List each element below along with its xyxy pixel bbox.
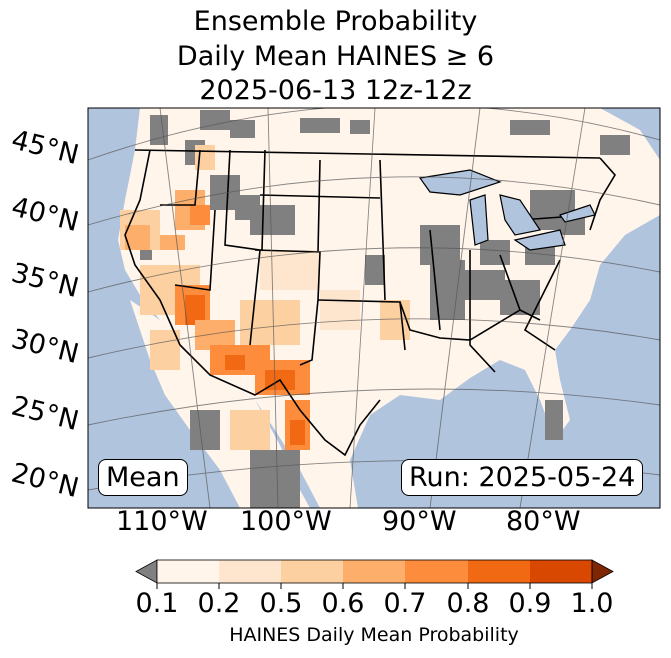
colorbar-bin-4 <box>343 560 405 583</box>
colorbar-tick-4: 0.6 <box>321 588 365 619</box>
longitude-label-90: 90°W <box>382 506 457 537</box>
colorbar-bin-1 <box>157 560 219 583</box>
run-date-label: Run: 2025-05-24 <box>401 459 644 496</box>
colorbar-bin-7 <box>530 560 592 583</box>
colorbar-under-arrow <box>135 559 158 584</box>
map-title-line-3: 2025-06-13 12z-12z <box>199 75 472 106</box>
map-title-line-1: Ensemble Probability <box>193 6 478 37</box>
colorbar-tick-7: 0.9 <box>508 588 552 619</box>
colorbar-over-arrow <box>591 559 614 584</box>
colorbar-bin-3 <box>281 560 343 583</box>
colorbar-tick-5: 0.7 <box>383 588 427 619</box>
colorbar-bin-2 <box>219 560 281 583</box>
colorbar-tick-2: 0.2 <box>197 588 241 619</box>
colorbar-tick-1: 0.1 <box>135 588 179 619</box>
colorbar-tick-3: 0.5 <box>259 588 303 619</box>
probability-patches <box>120 145 410 450</box>
colorbar-tick-8: 1.0 <box>570 588 614 619</box>
longitude-label-110: 110°W <box>116 506 208 537</box>
map-title-line-2: Daily Mean HAINES ≥ 6 <box>176 41 495 72</box>
great-lakes <box>418 169 596 251</box>
colorbar-tick-6: 0.8 <box>446 588 490 619</box>
colorbar-label: HAINES Daily Mean Probability <box>229 624 519 646</box>
colorbar-bin-5 <box>405 560 468 583</box>
colorbar-bin-6 <box>468 560 530 583</box>
longitude-label-100: 100°W <box>240 506 332 537</box>
statistic-label: Mean <box>98 459 188 496</box>
longitude-label-80: 80°W <box>506 506 581 537</box>
